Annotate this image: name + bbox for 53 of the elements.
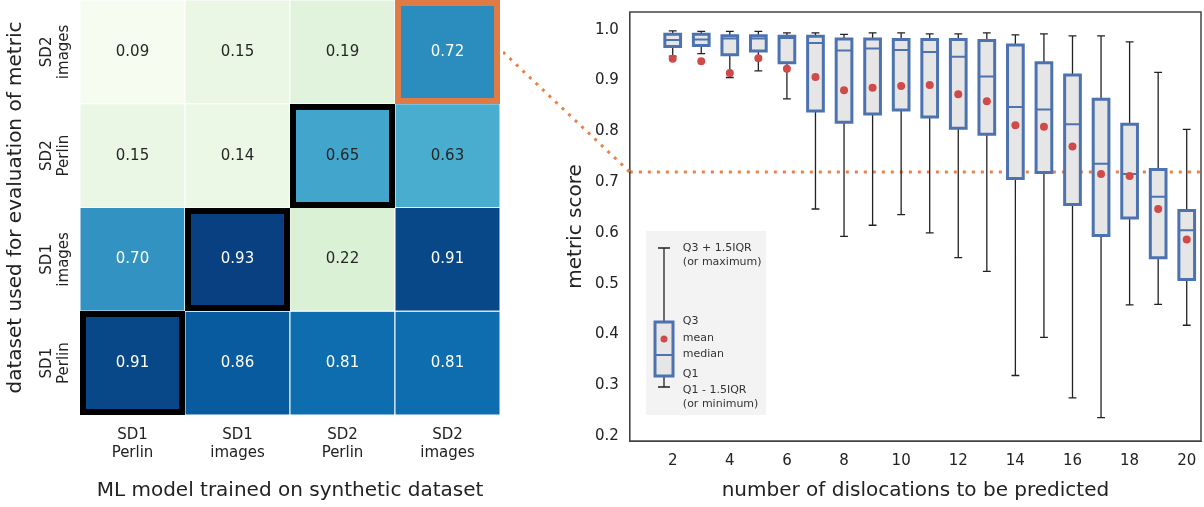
x-tick-label: 10 [891, 450, 911, 469]
annotation: Q1 [682, 367, 699, 381]
data-label: 0.15 [115, 145, 150, 164]
data-label: 0.91 [115, 353, 150, 372]
x-tick-label: 4 [725, 450, 735, 469]
x-tick-label: 14 [1005, 450, 1025, 469]
y-tick-label: SD2 images [36, 24, 72, 80]
annotation: Q3 + 1.5IQR (or maximum) [682, 241, 762, 269]
data-label: 0.63 [430, 145, 465, 164]
data-label: 0.72 [430, 41, 465, 60]
annotation: median [682, 347, 725, 361]
y-axis-title: dataset used for evaluation of metric [2, 21, 27, 394]
data-label: 0.22 [325, 249, 360, 268]
y-tick-label: 1.0 [595, 19, 619, 38]
y-tick-label: 0.6 [595, 222, 619, 241]
x-tick-label: 16 [1062, 450, 1083, 469]
y-tick-label: SD1 Perlin [36, 342, 72, 384]
data-label: 0.70 [115, 249, 150, 268]
x-tick-label: 6 [782, 450, 792, 469]
data-label: 0.86 [220, 353, 255, 372]
data-label: 0.93 [220, 249, 255, 268]
y-tick-label: SD2 Perlin [36, 134, 72, 177]
x-axis-title: ML model trained on synthetic dataset [96, 477, 484, 502]
annotation: Q1 - 1.5IQR (or minimum) [682, 383, 759, 411]
data-label: 0.14 [220, 145, 255, 164]
data-label: 0.81 [325, 353, 360, 372]
x-tick-label: SD1 Perlin [111, 424, 154, 461]
x-tick-label: 20 [1177, 450, 1197, 469]
annotation: mean [682, 331, 715, 345]
x-axis-title: number of dislocations to be predicted [721, 477, 1110, 502]
y-tick-label: 0.3 [595, 375, 619, 394]
x-tick-label: SD2 images [420, 424, 475, 461]
x-tick-label: 18 [1120, 450, 1140, 469]
y-tick-label: 0.2 [595, 425, 619, 444]
data-label: 0.19 [325, 41, 360, 60]
y-axis-title: metric score [562, 164, 587, 289]
y-tick-label: 0.7 [595, 171, 619, 190]
x-tick-label: SD2 Perlin [321, 424, 364, 461]
x-tick-label: SD1 images [210, 424, 265, 461]
data-label: 0.15 [220, 41, 255, 60]
data-label: 0.81 [430, 353, 465, 372]
y-tick-label: SD1 images [36, 231, 72, 287]
x-tick-label: 2 [667, 450, 678, 469]
annotation: Q3 [682, 314, 699, 328]
x-tick-label: 8 [839, 450, 849, 469]
y-tick-label: 0.8 [595, 121, 619, 140]
y-tick-label: 0.5 [595, 273, 619, 292]
data-label: 0.09 [115, 41, 150, 60]
data-label: 0.65 [325, 145, 360, 164]
y-tick-label: 0.4 [595, 324, 619, 343]
data-label: 0.91 [430, 249, 465, 268]
y-tick-label: 0.9 [595, 70, 619, 89]
x-tick-label: 12 [948, 450, 968, 469]
